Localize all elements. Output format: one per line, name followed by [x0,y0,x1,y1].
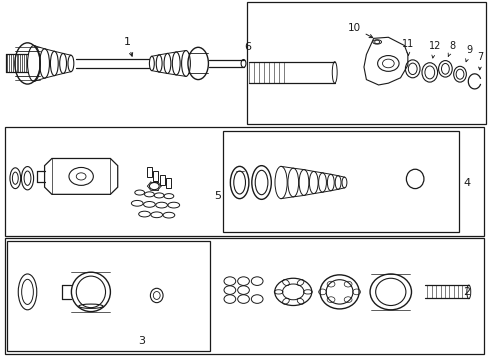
Text: 11: 11 [401,39,413,55]
Text: 8: 8 [447,41,455,57]
Text: 4: 4 [462,177,469,188]
Text: 6: 6 [244,42,251,52]
Text: 10: 10 [347,23,372,38]
Text: 9: 9 [465,45,472,62]
Text: 5: 5 [214,191,221,201]
Text: 7: 7 [476,52,483,70]
Text: 2: 2 [462,287,469,297]
Text: 3: 3 [138,336,145,346]
Text: 1: 1 [124,37,132,56]
Text: 12: 12 [427,41,440,58]
